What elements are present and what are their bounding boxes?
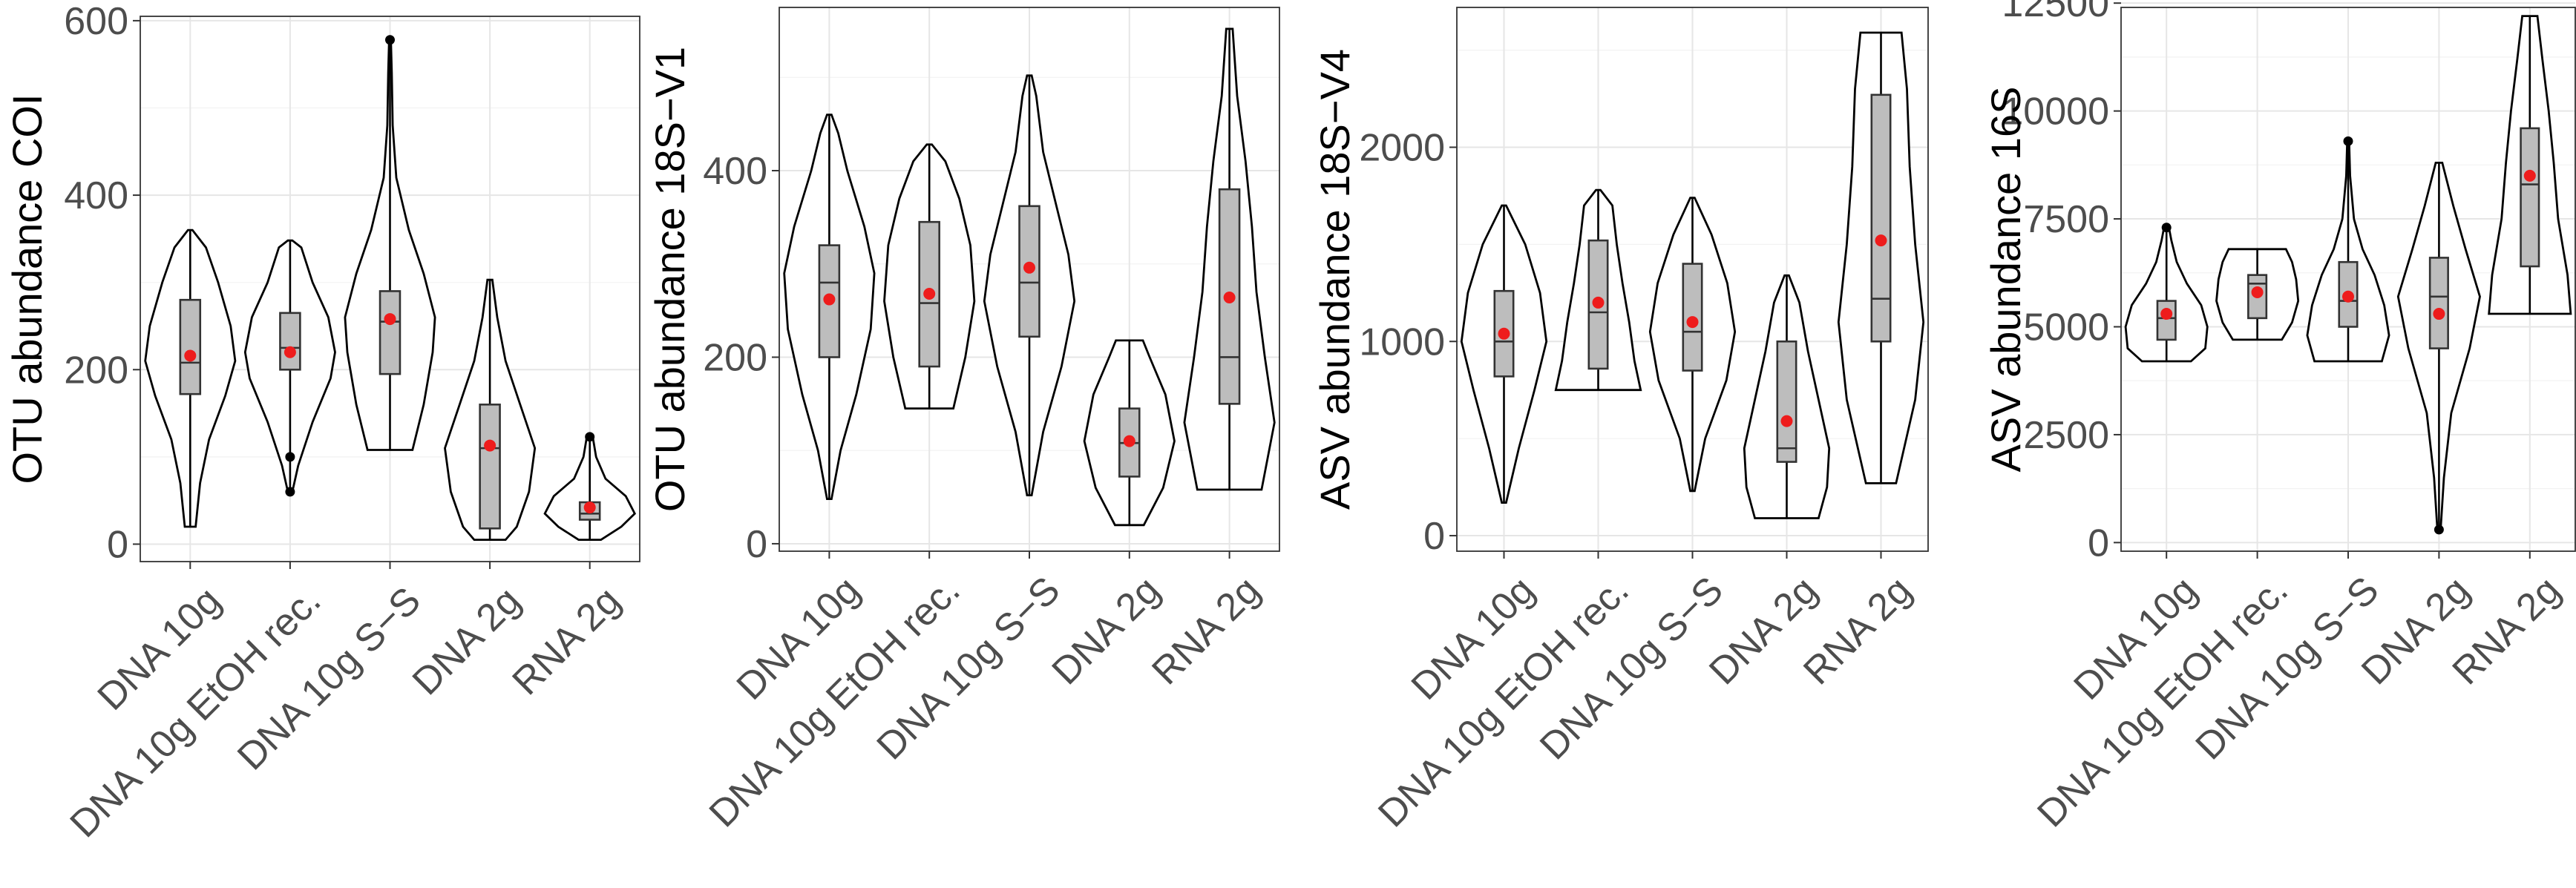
outlier-point — [2343, 136, 2353, 146]
y-tick-label: 5000 — [2023, 306, 2109, 349]
outlier-point — [385, 35, 395, 45]
outlier-point — [2161, 223, 2172, 233]
outlier-point — [585, 432, 595, 442]
y-tick-label: 0 — [746, 523, 767, 566]
y-axis-title: ASV abundance 16S — [1982, 87, 2029, 473]
y-tick-label: 400 — [703, 150, 767, 193]
mean-point — [1592, 296, 1605, 309]
mean-point — [1686, 316, 1699, 329]
mean-point — [1223, 292, 1236, 304]
mean-point — [1123, 435, 1135, 447]
mean-point — [484, 439, 496, 452]
box-dna-2g — [2428, 257, 2449, 349]
mean-point — [1875, 234, 1887, 247]
x-tick-label-dna-2g: DNA 2g — [1044, 568, 1169, 693]
box-rna-2g — [1870, 93, 1892, 343]
box-dna-10g — [2156, 300, 2177, 341]
y-tick-label: 400 — [64, 174, 128, 217]
mean-point — [1498, 327, 1510, 340]
y-axis-title: ASV abundance 18S−V4 — [1311, 49, 1358, 510]
y-axis-title: OTU abundance 18S−V1 — [646, 47, 693, 512]
y-tick-label: 2500 — [2023, 414, 2109, 457]
y-tick-label: 200 — [703, 336, 767, 379]
y-tick-label: 0 — [1423, 515, 1445, 558]
y-tick-label: 600 — [64, 0, 128, 43]
y-tick-label: 10000 — [2002, 91, 2109, 134]
outlier-point — [285, 487, 295, 497]
y-tick-label: 0 — [107, 523, 128, 566]
mean-point — [384, 313, 396, 326]
mean-point — [1780, 415, 1793, 427]
y-tick-label: 0 — [2088, 522, 2109, 565]
mean-point — [823, 293, 836, 306]
mean-point — [2251, 286, 2264, 298]
box-dna-10g — [818, 244, 841, 358]
mean-point — [2342, 290, 2354, 303]
y-tick-label: 12500 — [2002, 0, 2109, 25]
x-tick-label-rna-2g: RNA 2g — [504, 579, 629, 703]
mean-point — [583, 501, 596, 514]
y-tick-label: 200 — [64, 349, 128, 392]
y-tick-label: 2000 — [1359, 126, 1445, 169]
y-tick-label: 7500 — [2023, 198, 2109, 241]
mean-point — [184, 349, 197, 362]
mean-point — [2433, 308, 2445, 320]
outlier-point — [285, 452, 295, 462]
box-dna-10g — [179, 298, 202, 395]
box-dna-10g-etoh-rec — [279, 312, 301, 371]
box-dna-2g — [479, 404, 501, 530]
box-dna-10g-s-s — [378, 290, 402, 375]
x-tick-label-dna-2g: DNA 2g — [404, 579, 529, 703]
mean-point — [923, 287, 936, 300]
box-dna-2g — [1776, 340, 1797, 463]
x-tick-label-rna-2g: RNA 2g — [1795, 568, 1920, 693]
box-rna-2g — [2520, 127, 2540, 268]
outlier-point — [2434, 524, 2444, 535]
mean-point — [2523, 169, 2536, 182]
y-tick-label: 1000 — [1359, 320, 1445, 364]
mean-point — [284, 346, 296, 358]
mean-point — [2160, 308, 2173, 320]
y-axis-title: OTU abundance COI — [4, 93, 50, 484]
x-tick-label-rna-2g: RNA 2g — [1144, 568, 1268, 693]
mean-point — [1023, 261, 1035, 274]
